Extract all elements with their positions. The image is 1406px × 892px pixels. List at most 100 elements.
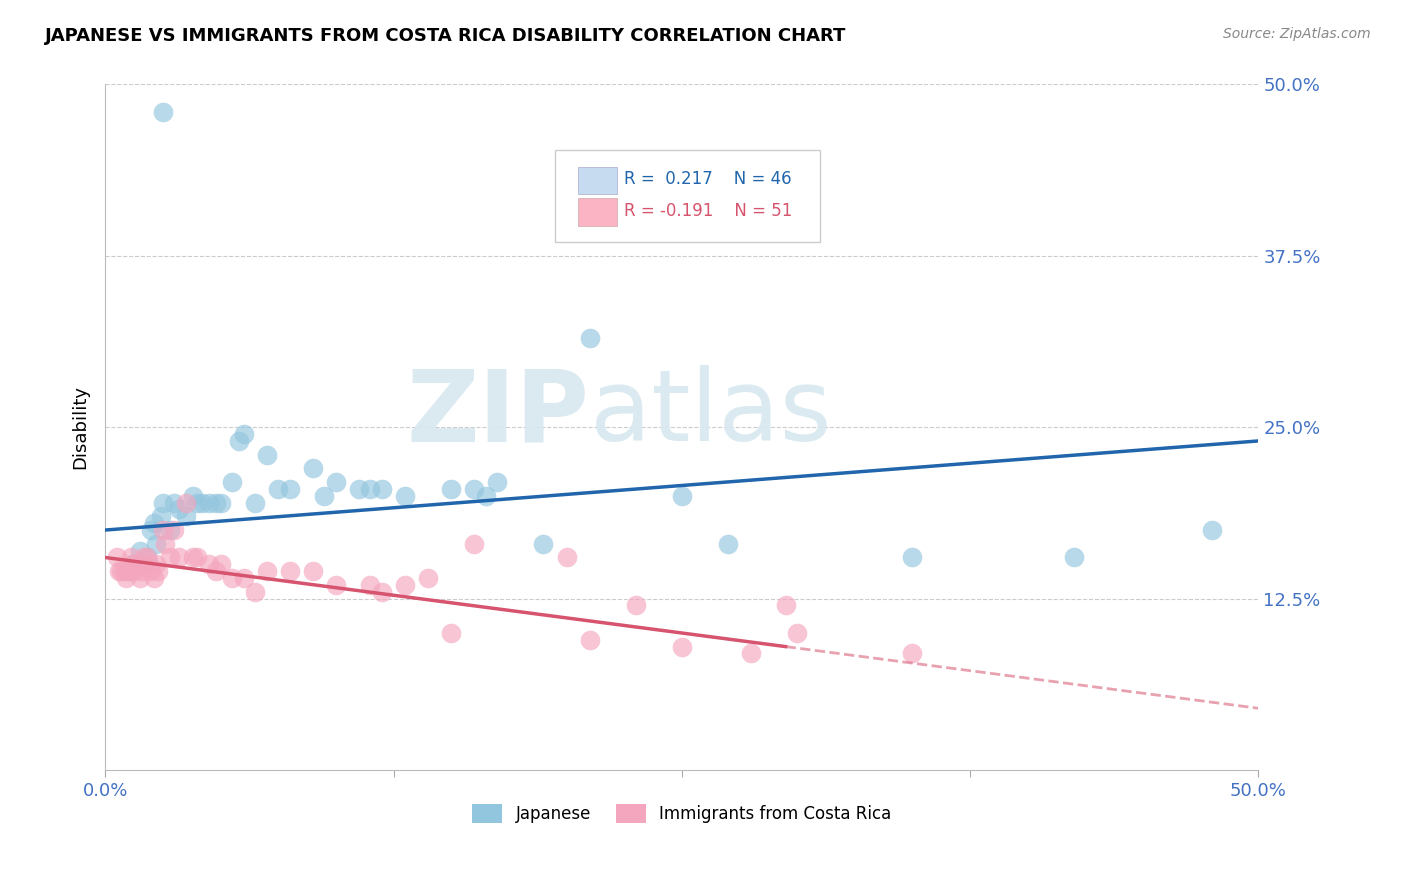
Point <box>371 482 394 496</box>
Point <box>167 502 190 516</box>
Point <box>198 558 221 572</box>
Point <box>416 571 439 585</box>
Legend: Japanese, Immigrants from Costa Rica: Japanese, Immigrants from Costa Rica <box>472 804 891 823</box>
Point <box>131 564 153 578</box>
Point <box>159 550 181 565</box>
Point <box>221 475 243 489</box>
Y-axis label: Disability: Disability <box>72 385 89 469</box>
Point <box>371 584 394 599</box>
Point <box>533 537 555 551</box>
Point <box>232 427 254 442</box>
Point <box>122 558 145 572</box>
Point <box>440 482 463 496</box>
Point <box>221 571 243 585</box>
Point <box>145 558 167 572</box>
Point <box>209 495 232 509</box>
Point <box>301 461 323 475</box>
Point <box>152 495 174 509</box>
Point <box>174 495 197 509</box>
Text: atlas: atlas <box>589 365 831 462</box>
Point <box>243 495 266 509</box>
Point <box>105 550 128 565</box>
Point <box>159 523 181 537</box>
Point <box>209 558 232 572</box>
Point <box>131 558 153 572</box>
Point <box>325 475 347 489</box>
Point <box>671 640 693 654</box>
Point <box>186 495 208 509</box>
Point <box>127 558 149 572</box>
Point <box>135 550 157 565</box>
Point <box>267 482 290 496</box>
Point <box>205 564 228 578</box>
Point <box>359 482 381 496</box>
Point <box>181 489 204 503</box>
Point <box>486 475 509 489</box>
Point <box>115 571 138 585</box>
Point <box>228 434 250 448</box>
Point <box>232 571 254 585</box>
Point <box>475 489 498 503</box>
FancyBboxPatch shape <box>578 167 617 194</box>
Point <box>112 564 135 578</box>
Point <box>740 647 762 661</box>
Point <box>128 571 150 585</box>
Point <box>120 550 142 565</box>
Point <box>314 489 336 503</box>
Text: R = -0.191    N = 51: R = -0.191 N = 51 <box>624 202 793 219</box>
Point <box>141 523 163 537</box>
Point <box>186 550 208 565</box>
Point <box>775 599 797 613</box>
Point <box>122 558 145 572</box>
Point <box>256 448 278 462</box>
Point <box>463 482 485 496</box>
Point <box>301 564 323 578</box>
Point <box>117 564 139 578</box>
Point <box>901 550 924 565</box>
Point <box>243 584 266 599</box>
FancyBboxPatch shape <box>578 198 617 226</box>
Point <box>149 509 172 524</box>
Point <box>163 523 186 537</box>
Point <box>278 564 301 578</box>
Point <box>191 495 214 509</box>
FancyBboxPatch shape <box>555 150 820 242</box>
Point <box>624 599 647 613</box>
Point <box>110 564 132 578</box>
Point <box>671 489 693 503</box>
Point <box>141 564 163 578</box>
Point <box>440 626 463 640</box>
Text: Source: ZipAtlas.com: Source: ZipAtlas.com <box>1223 27 1371 41</box>
Point <box>1063 550 1085 565</box>
Point <box>717 537 740 551</box>
Point <box>463 537 485 551</box>
Point <box>148 564 170 578</box>
Point <box>347 482 370 496</box>
Point <box>167 550 190 565</box>
Point <box>124 564 146 578</box>
Point <box>142 571 165 585</box>
Point <box>278 482 301 496</box>
Point <box>901 647 924 661</box>
Text: ZIP: ZIP <box>406 365 589 462</box>
Point <box>135 550 157 565</box>
Point <box>578 331 600 345</box>
Point <box>1201 523 1223 537</box>
Point <box>181 550 204 565</box>
Point <box>325 578 347 592</box>
Point <box>394 489 416 503</box>
Point <box>163 495 186 509</box>
Point <box>134 550 156 565</box>
Point <box>205 495 228 509</box>
Point <box>153 537 176 551</box>
Point <box>578 632 600 647</box>
Point <box>555 550 578 565</box>
Point <box>152 523 174 537</box>
Point <box>138 558 160 572</box>
Text: JAPANESE VS IMMIGRANTS FROM COSTA RICA DISABILITY CORRELATION CHART: JAPANESE VS IMMIGRANTS FROM COSTA RICA D… <box>45 27 846 45</box>
Point <box>142 516 165 531</box>
Point <box>108 564 131 578</box>
Point <box>394 578 416 592</box>
Point <box>152 104 174 119</box>
Point <box>117 564 139 578</box>
